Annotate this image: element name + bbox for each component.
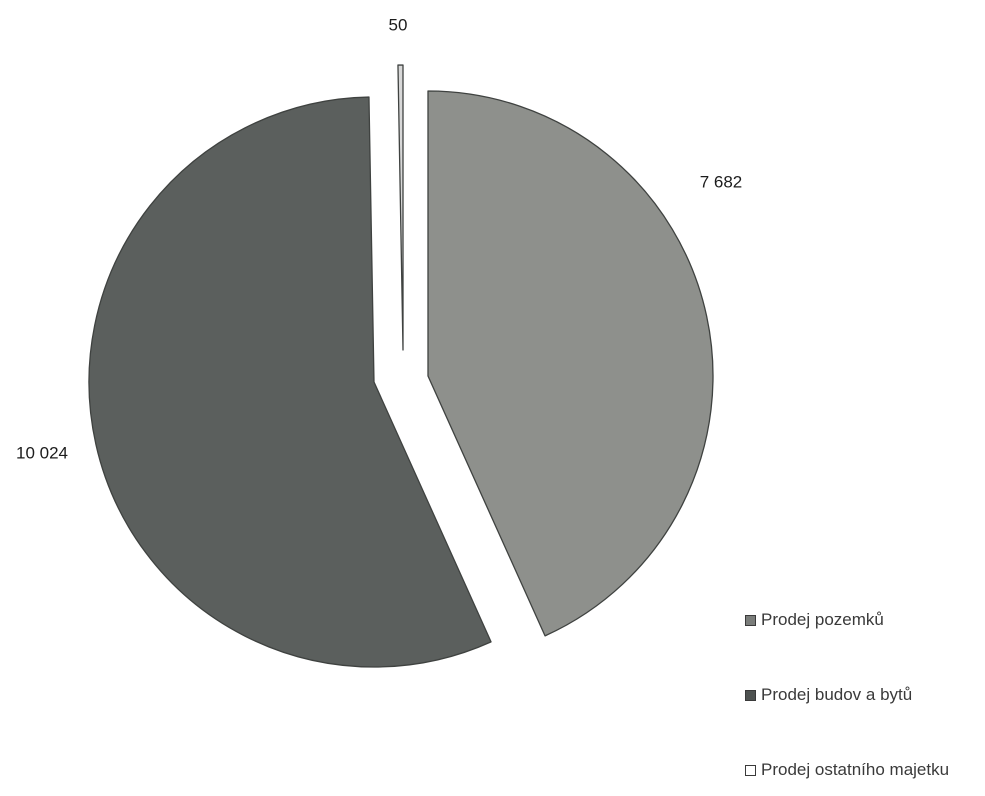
legend-swatch-prodej-ostatniho-majetku (745, 764, 756, 776)
data-label-prodej-budov-a-bytu: 10 024 (16, 443, 68, 462)
data-label-prodej-pozemku: 7 682 (700, 172, 743, 191)
legend-item-prodej-pozemku: Prodej pozemků (745, 608, 985, 632)
pie-slice-prodej-budov-a-bytu (88, 96, 492, 668)
legend-swatch-prodej-pozemku (745, 614, 756, 626)
legend-item-prodej-ostatniho-majetku: Prodej ostatního majetku (745, 758, 985, 782)
pie-slice-prodej-ostatniho-majetku (397, 64, 404, 351)
data-label-prodej-ostatniho-majetku: 50 (389, 15, 408, 34)
legend-label-prodej-pozemku: Prodej pozemků (761, 610, 884, 629)
chart-legend: Prodej pozemků Prodej budov a bytů Prode… (745, 608, 985, 782)
legend-label-prodej-budov-a-bytu: Prodej budov a bytů (761, 685, 913, 704)
pie-slices (88, 64, 714, 668)
legend-swatch-prodej-budov-a-bytu (745, 689, 756, 701)
pie-slice-prodej-pozemku (427, 90, 714, 637)
legend-label-prodej-ostatniho-majetku: Prodej ostatního majetku (761, 760, 950, 779)
legend-item-prodej-budov-a-bytu: Prodej budov a bytů (745, 683, 985, 707)
pie-data-labels: 7 682 10 024 50 (16, 15, 742, 462)
